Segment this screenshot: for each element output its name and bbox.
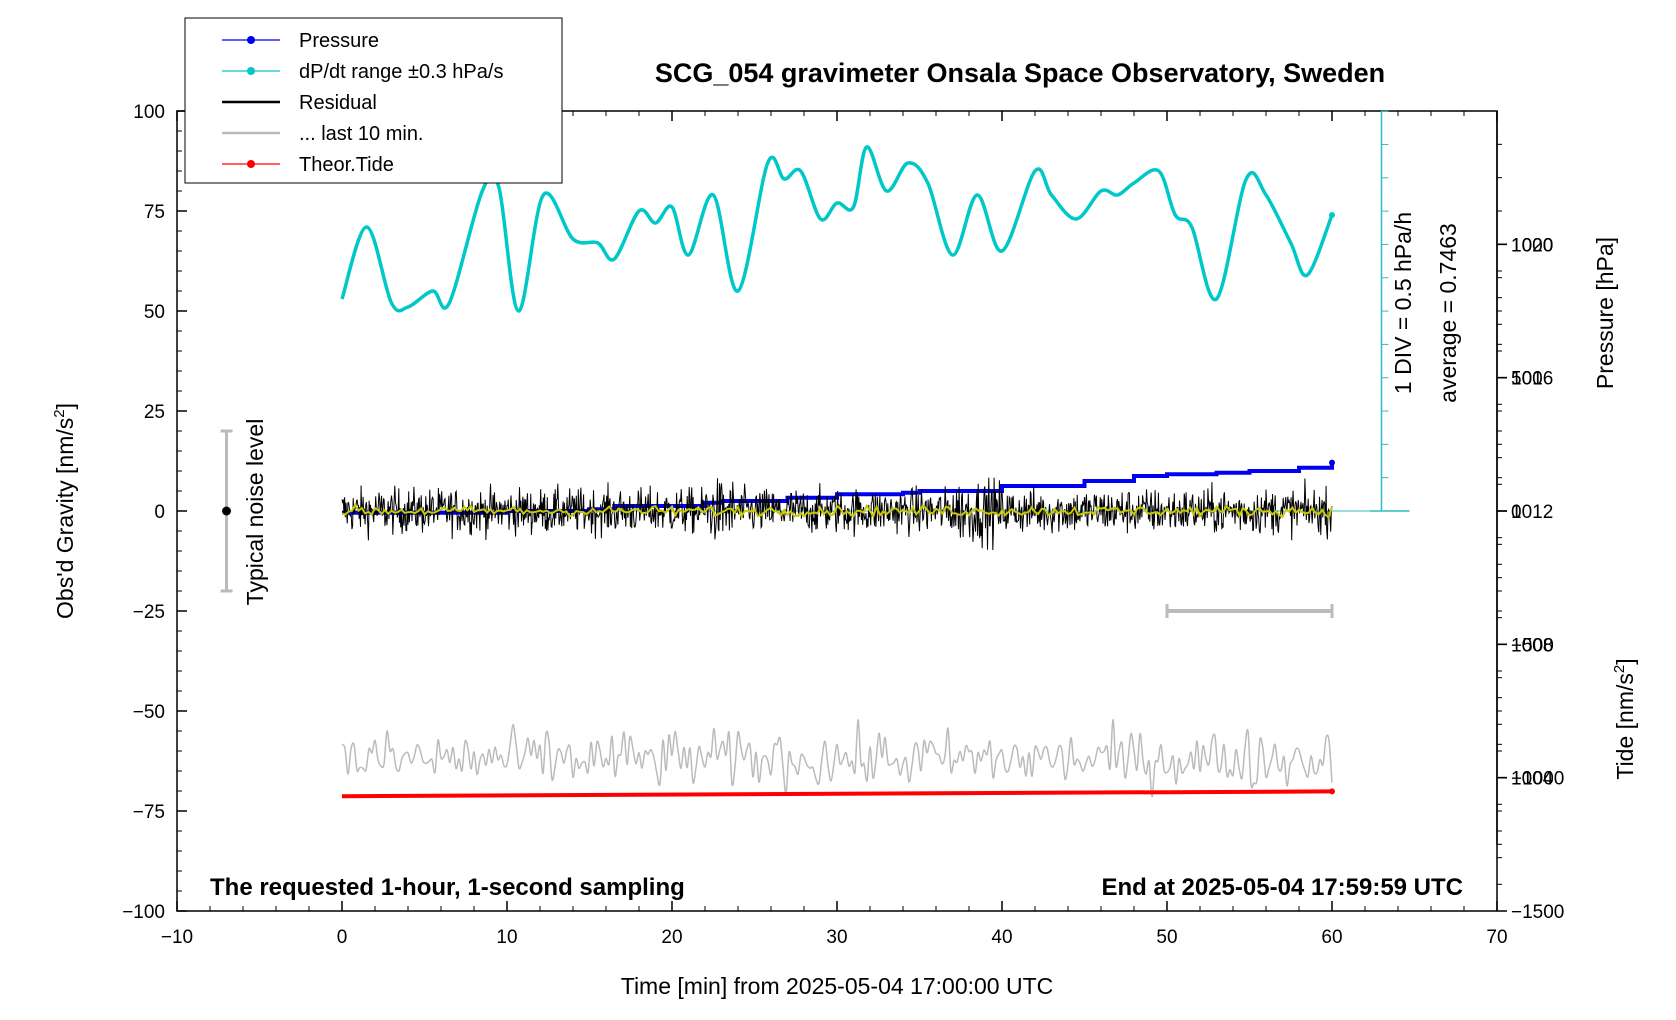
y-tick-label: −50	[133, 702, 165, 723]
y-axis-label-tide: Tide [nm/s2]	[1611, 658, 1638, 779]
tide-end-point	[1329, 788, 1335, 795]
x-tick-label: 40	[991, 927, 1012, 948]
series-dpdt-range	[340, 145, 1334, 313]
noise-center-dot	[222, 506, 231, 516]
legend-label: dP/dt range ±0.3 hPa/s	[299, 61, 503, 83]
pressure-tick-label: 1012	[1511, 502, 1553, 523]
last10-range-bar	[1165, 604, 1334, 618]
x-tick-label: 50	[1156, 927, 1177, 948]
chart-title: SCG_054 gravimeter Onsala Space Observat…	[655, 58, 1385, 88]
y-tick-label: −75	[133, 802, 165, 823]
legend-label: ... last 10 min.	[299, 123, 424, 145]
legend-box	[184, 17, 563, 184]
tide-tick-label: 500	[1511, 369, 1543, 390]
legend-items: Pressure dP/dt range ±0.3 hPa/s Residual..…	[222, 30, 503, 176]
x-tick-label: 0	[337, 927, 348, 948]
footer-left: The requested 1-hour, 1-second sampling	[210, 874, 685, 901]
dpdt-end-point	[1329, 212, 1335, 218]
series-layer	[340, 145, 1335, 799]
y-tick-label: 0	[154, 502, 165, 523]
tide-tick-label: −1000	[1511, 769, 1564, 790]
y-tick-label: 25	[144, 402, 165, 423]
pressure-tick-label: 1020	[1511, 235, 1553, 256]
series-residual	[341, 477, 1333, 551]
noise-label: Typical noise level	[242, 419, 268, 606]
pressure-tick-label: 1008	[1511, 635, 1553, 656]
x-axis: −10 0 10 20 30 40 50 60 70	[161, 111, 1508, 948]
legend-label: Pressure	[299, 30, 379, 52]
y-label-gravity-end: ]	[52, 403, 78, 409]
y-tick-label: −25	[133, 602, 165, 623]
pressure-tick-label: 1016	[1511, 369, 1553, 390]
series-residual-smoothed	[341, 502, 1333, 519]
legend: Pressure dP/dt range ±0.3 hPa/s Residual..…	[184, 17, 563, 184]
legend-label: Theor.Tide	[299, 154, 394, 176]
legend-label: Residual	[299, 92, 377, 114]
x-tick-label: 10	[496, 927, 517, 948]
x-tick-label: 30	[826, 927, 847, 948]
y-axis-label-gravity: Obs'd Gravity [nm/s2]	[51, 403, 78, 619]
legend-marker	[247, 160, 255, 168]
series-last-10-min	[341, 718, 1333, 798]
y-label-gravity-main: Obs'd Gravity [nm/s	[52, 418, 78, 619]
y-tick-label: −100	[122, 902, 165, 923]
y-tick-label: 50	[144, 302, 165, 323]
legend-marker	[247, 67, 255, 75]
tide-tick-label: 1000	[1511, 235, 1553, 256]
x-tick-label: 70	[1486, 927, 1507, 948]
noise-level-indicator: Typical noise level	[220, 419, 268, 606]
y-axis-label-pressure: Pressure [hPa]	[1592, 237, 1618, 389]
x-tick-label: 20	[661, 927, 682, 948]
y-axis-tide: −1500 −1000 −500 0 500 1000	[1497, 235, 1564, 923]
div-label: 1 DIV = 0.5 hPa/h	[1390, 212, 1416, 394]
y-label-tide-main: Tide [nm/s	[1612, 673, 1638, 780]
average-label: average = 0.7463	[1435, 223, 1461, 403]
x-axis-label: Time [min] from 2025-05-04 17:00:00 UTC	[621, 973, 1054, 999]
y-label-tide-end: ]	[1612, 658, 1638, 664]
pressure-tick-label: 1004	[1511, 769, 1554, 790]
x-tick-label: 60	[1321, 927, 1342, 948]
footer-right: End at 2025-05-04 17:59:59 UTC	[1102, 874, 1464, 901]
y-tick-label: 75	[144, 202, 165, 223]
tide-tick-label: −1500	[1511, 902, 1564, 923]
series-theor-tide	[341, 789, 1333, 799]
tide-tick-label: −500	[1511, 635, 1554, 656]
y-label-gravity-sup: 2	[51, 409, 68, 417]
y-label-tide-sup: 2	[1611, 665, 1628, 673]
tide-tick-label: 0	[1511, 502, 1522, 523]
y-axis-gravity: −100 −75 −50 −25 0 25 50 75 100	[122, 102, 187, 923]
y-axis-pressure: 1004 1008 1012 1016 1020	[1496, 111, 1554, 845]
legend-marker	[247, 36, 255, 44]
pressure-end-point	[1329, 459, 1335, 466]
y-tick-label: 100	[133, 102, 165, 123]
x-tick-label: −10	[161, 927, 193, 948]
